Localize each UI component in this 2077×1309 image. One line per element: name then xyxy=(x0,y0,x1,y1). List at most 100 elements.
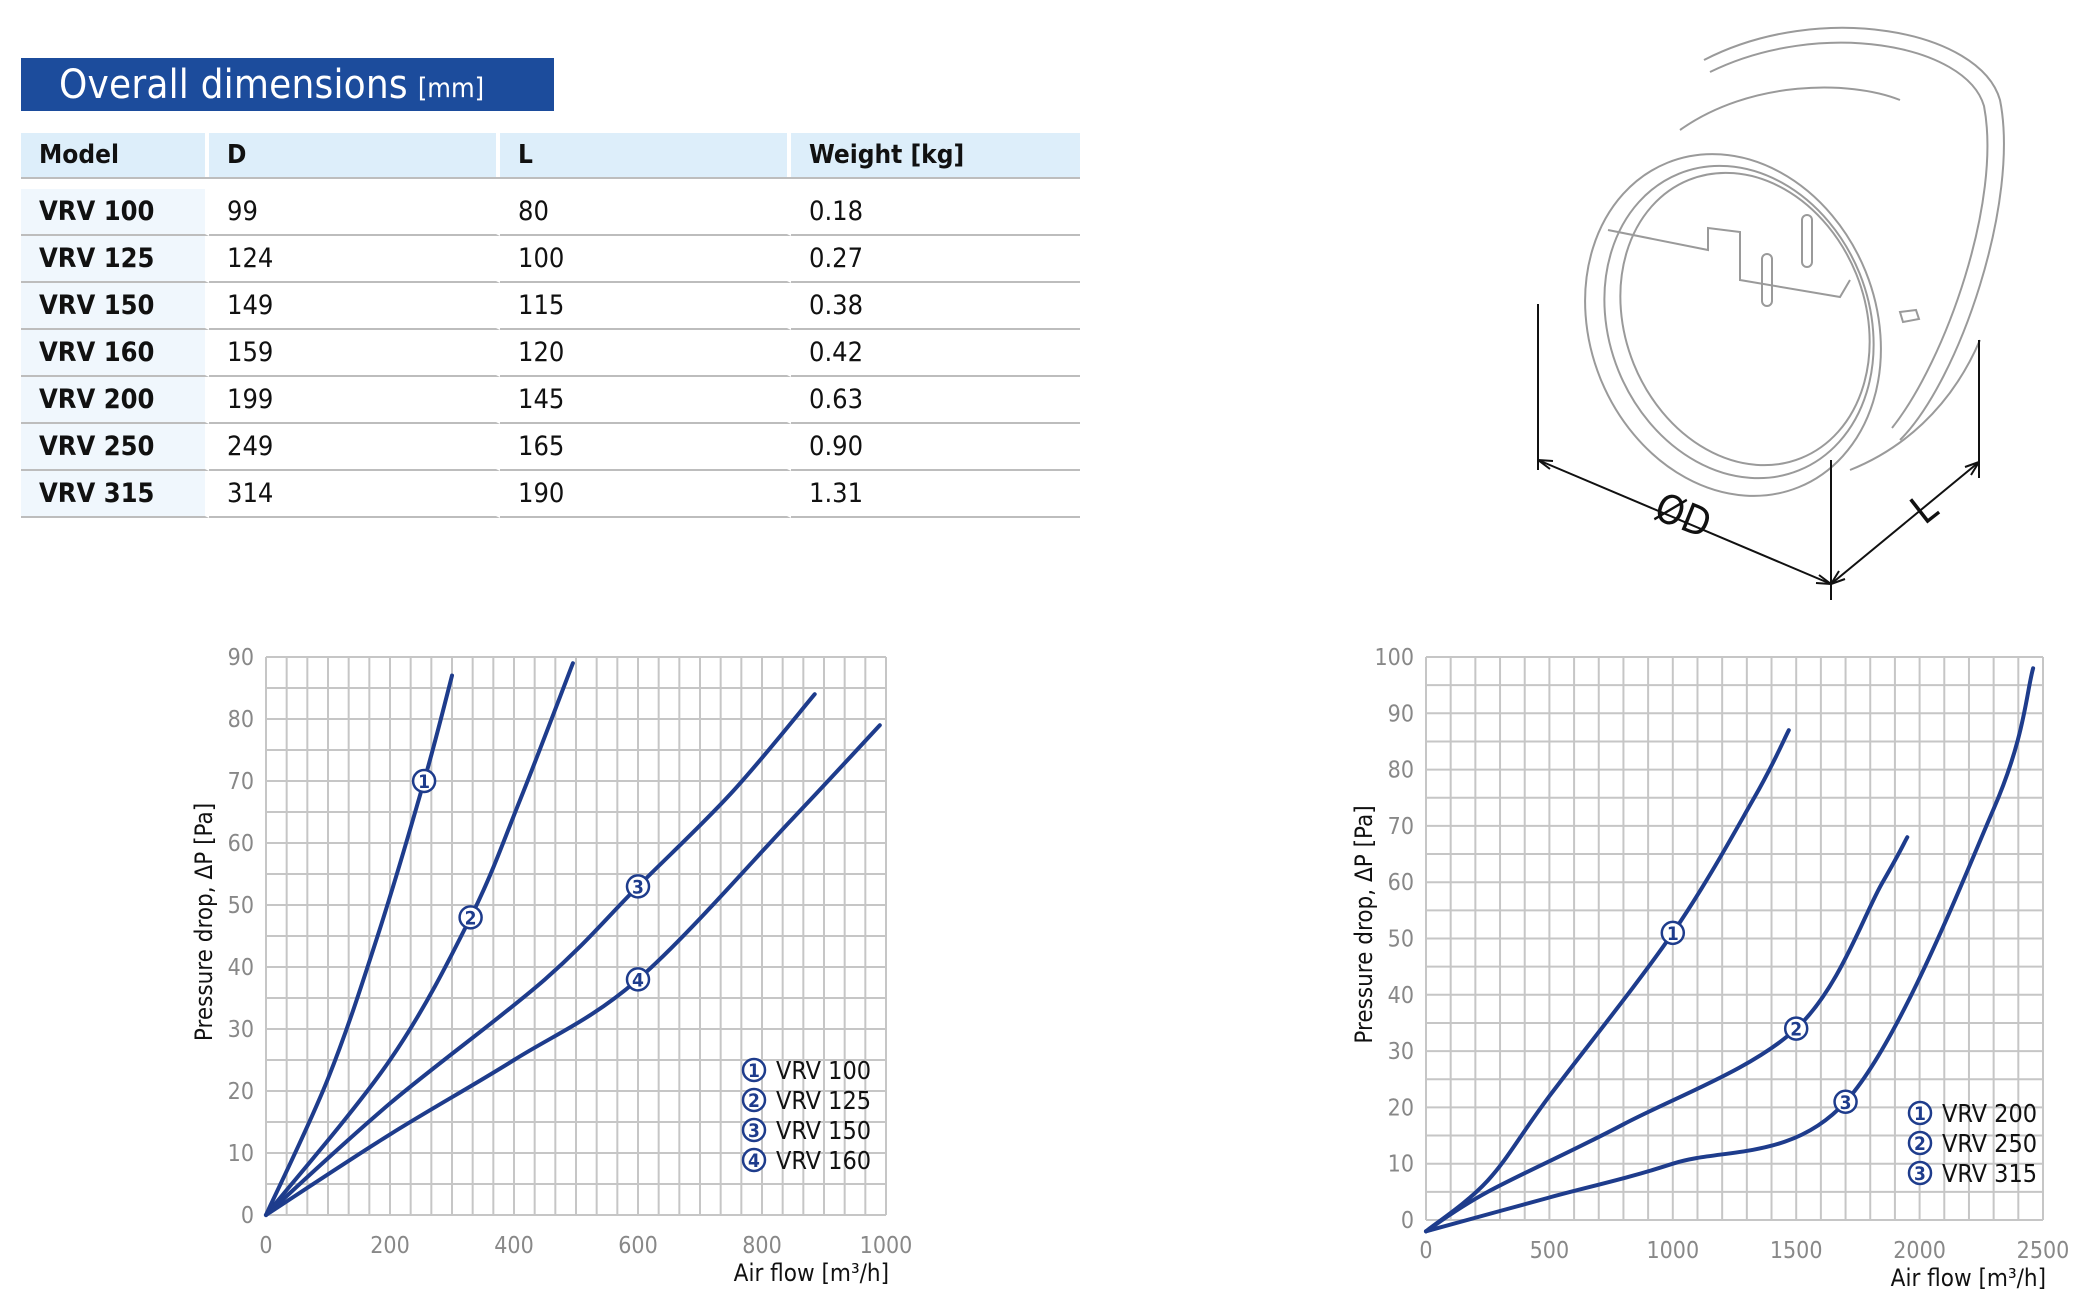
series-marker-number: 2 xyxy=(1790,1019,1802,1041)
cell-l: 165 xyxy=(500,424,791,471)
cell-d: 159 xyxy=(209,330,500,377)
cell-d: 124 xyxy=(209,236,500,283)
legend-label: VRV 150 xyxy=(776,1116,871,1145)
dim-l-arrow-left xyxy=(1830,570,1846,585)
series-marker-number: 1 xyxy=(418,771,430,793)
cell-weight: 0.18 xyxy=(791,189,1080,236)
dim-l-arrow-right xyxy=(1964,461,1980,476)
series-marker-4: 4 xyxy=(625,967,651,992)
damper-back-rim-inner xyxy=(1709,41,1989,429)
y-tick-label: 0 xyxy=(241,1203,254,1229)
y-tick-label: 70 xyxy=(228,769,254,795)
y-tick-label: 90 xyxy=(228,645,254,671)
column-header-d: D xyxy=(209,133,500,177)
legend-marker-circle xyxy=(741,1147,767,1173)
y-tick-label: 80 xyxy=(1388,758,1414,784)
y-tick-label: 50 xyxy=(1388,927,1414,953)
cell-l: 145 xyxy=(500,377,791,424)
series-line-4 xyxy=(264,723,882,1217)
damper-shell-bottom xyxy=(1849,339,1981,471)
table-row: VRV 100 99 80 0.18 xyxy=(21,189,1080,236)
x-tick-label: 1000 xyxy=(860,1233,913,1259)
legend-marker-number: 2 xyxy=(1914,1133,1926,1155)
x-tick-label: 1000 xyxy=(1646,1238,1699,1264)
series-marker-circle xyxy=(1833,1089,1858,1115)
series-marker-circle xyxy=(1783,1016,1809,1041)
legend-marker-circle xyxy=(1907,1160,1933,1186)
damper-back-rim xyxy=(1703,26,2005,441)
series-marker-number: 1 xyxy=(1667,923,1679,945)
y-tick-label: 20 xyxy=(228,1079,254,1105)
series-marker-number: 4 xyxy=(632,969,644,991)
dim-l-label: L xyxy=(1902,485,1946,534)
dim-d-label: ØD xyxy=(1648,484,1717,548)
cell-weight: 0.27 xyxy=(791,236,1080,283)
series-marker-2: 2 xyxy=(1783,1016,1809,1041)
x-tick-label: 800 xyxy=(742,1233,782,1259)
legend-marker-number: 4 xyxy=(748,1150,760,1172)
cell-weight: 0.90 xyxy=(791,424,1080,471)
y-tick-label: 10 xyxy=(228,1141,254,1167)
cell-d: 314 xyxy=(209,471,500,518)
table-row: VRV 125 124 100 0.27 xyxy=(21,236,1080,283)
x-tick-label: 200 xyxy=(370,1233,410,1259)
table-row: VRV 160 159 120 0.42 xyxy=(21,330,1080,377)
x-tick-label: 2500 xyxy=(2017,1238,2070,1264)
y-tick-label: 80 xyxy=(228,707,254,733)
series-marker-circle xyxy=(458,905,483,930)
series-marker-3: 3 xyxy=(1833,1089,1858,1115)
y-axis-label: Pressure drop, ΔP [Pa] xyxy=(190,803,218,1041)
grid xyxy=(1425,656,2044,1221)
series-marker-circle xyxy=(1660,920,1686,946)
series-marker-2: 2 xyxy=(458,905,483,930)
damper-front-rim xyxy=(1584,153,1882,497)
column-header-l: L xyxy=(500,133,791,177)
table-row: VRV 150 149 115 0.38 xyxy=(21,283,1080,330)
y-tick-label: 60 xyxy=(228,831,254,857)
series-line-2 xyxy=(1424,835,1910,1234)
y-tick-label: 90 xyxy=(1388,701,1414,727)
legend-label: VRV 100 xyxy=(776,1056,871,1085)
cell-model: VRV 125 xyxy=(21,236,209,283)
cell-weight: 0.38 xyxy=(791,283,1080,330)
y-tick-label: 30 xyxy=(228,1017,254,1043)
cell-weight: 0.63 xyxy=(791,377,1080,424)
series-marker-number: 3 xyxy=(632,876,644,898)
section-title: Overall dimensions [mm] xyxy=(21,58,554,111)
legend-marker-number: 3 xyxy=(748,1120,760,1142)
series-marker-circle xyxy=(625,967,651,992)
series-marker-3: 3 xyxy=(625,874,651,899)
x-tick-label: 1500 xyxy=(1770,1238,1823,1264)
y-tick-label: 20 xyxy=(1388,1095,1414,1121)
damper-front-inner xyxy=(1603,164,1875,480)
legend-marker-number: 3 xyxy=(1914,1163,1926,1185)
legend: 1 VRV 100 2 VRV 125 3 VRV 150 4 VRV 160 xyxy=(741,1056,871,1175)
x-axis-label: Air flow [m³/h] xyxy=(1891,1264,2046,1290)
cell-l: 80 xyxy=(500,189,791,236)
y-tick-label: 0 xyxy=(1401,1208,1414,1234)
cell-d: 199 xyxy=(209,377,500,424)
series-marker-1: 1 xyxy=(411,768,437,794)
legend-marker-number: 1 xyxy=(1914,1103,1926,1125)
x-tick-label: 0 xyxy=(259,1233,272,1259)
x-tick-label: 500 xyxy=(1530,1238,1570,1264)
series-marker-1: 1 xyxy=(1660,920,1686,946)
y-tick-label: 60 xyxy=(1388,870,1414,896)
legend-marker-circle xyxy=(741,1117,767,1143)
chart-left: 0 200 400 600 800 1000 0 10 20 30 40 50 60 70 80 90 Air … xyxy=(190,645,913,1287)
y-tick-label: 70 xyxy=(1388,814,1414,840)
legend-label: VRV 160 xyxy=(776,1146,871,1175)
y-tick-label: 40 xyxy=(1388,983,1414,1009)
table-row: VRV 315 314 190 1.31 xyxy=(21,471,1080,518)
x-tick-label: 600 xyxy=(618,1233,658,1259)
damper-drawing: ØD L xyxy=(1537,26,2005,600)
cell-d: 99 xyxy=(209,189,500,236)
series-line-1 xyxy=(264,673,454,1217)
cell-model: VRV 160 xyxy=(21,330,209,377)
cell-weight: 0.42 xyxy=(791,330,1080,377)
y-tick-label: 50 xyxy=(228,893,254,919)
x-tick-label: 400 xyxy=(494,1233,534,1259)
table-row: VRV 200 199 145 0.63 xyxy=(21,377,1080,424)
cell-l: 120 xyxy=(500,330,791,377)
cell-model: VRV 150 xyxy=(21,283,209,330)
